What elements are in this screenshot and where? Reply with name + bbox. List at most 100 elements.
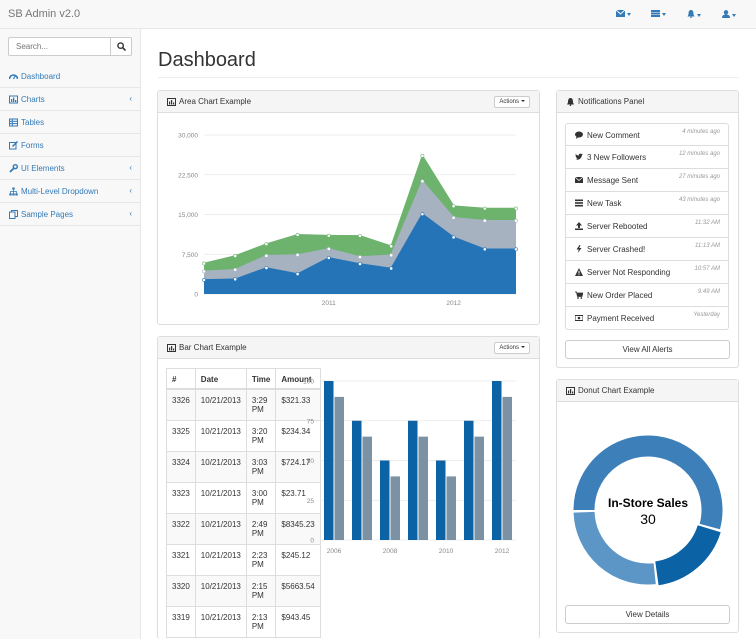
search-button[interactable] — [110, 37, 132, 56]
sidebar-item-label: Forms — [21, 141, 44, 150]
panel-heading: Area Chart Example Actions — [158, 91, 539, 113]
bar — [324, 381, 334, 540]
sidebar-item-multi-level-dropdown[interactable]: Multi-Level Dropdown ‹ — [0, 180, 140, 203]
cell-id: 3322 — [166, 513, 196, 545]
cell-time: 3:29 PM — [245, 388, 277, 421]
sidebar-item-dashboard[interactable]: Dashboard — [0, 65, 140, 88]
sidebar-item-label: Tables — [21, 118, 45, 127]
area-point — [451, 215, 456, 220]
cell-date: 10/21/2013 — [194, 451, 247, 483]
alerts-dropdown[interactable] — [687, 10, 705, 20]
notification-label: Server Crashed! — [587, 245, 646, 254]
area-point — [514, 247, 518, 252]
donut-segment — [654, 524, 721, 586]
user-dropdown[interactable] — [722, 10, 740, 20]
area-point — [202, 277, 206, 282]
notification-time: Yesterday — [693, 312, 720, 318]
cell-id: 3320 — [166, 575, 196, 607]
notification-item[interactable]: Server Not Responding 10:57 AM — [565, 261, 729, 284]
bar-chart: 0 25 50 75 100 2006 2008 2010 2012 — [303, 379, 516, 555]
bar — [502, 396, 512, 540]
sitemap-icon — [9, 187, 18, 196]
area-point — [326, 233, 331, 238]
area-point — [326, 246, 331, 251]
cell-date: 10/21/2013 — [194, 606, 247, 638]
cell-id: 3326 — [166, 388, 196, 421]
sidebar-item-label: Sample Pages — [21, 210, 74, 219]
area-point — [482, 218, 487, 223]
warning-icon — [575, 268, 583, 276]
area-point — [202, 269, 206, 274]
bar — [390, 476, 400, 540]
chevron-left-icon: ‹ — [129, 186, 132, 195]
tasks-icon — [575, 199, 583, 207]
area-point — [233, 277, 238, 282]
sidebar-item-sample-pages[interactable]: Sample Pages ‹ — [0, 203, 140, 226]
area-point — [420, 153, 425, 158]
area-point — [482, 247, 487, 252]
area-point — [295, 253, 300, 257]
area-point — [326, 256, 331, 260]
tasks-dropdown[interactable] — [651, 10, 669, 20]
notification-item[interactable]: Server Rebooted 11:32 AM — [565, 215, 729, 238]
x-tick-label: 2006 — [327, 548, 342, 555]
area-point — [295, 272, 300, 276]
cell-date: 10/21/2013 — [194, 388, 247, 421]
tasks-icon — [651, 10, 660, 17]
cell-amount: $234.34 — [275, 420, 321, 452]
donut-segment — [573, 511, 656, 585]
y-tick-label: 15,000 — [178, 212, 198, 219]
view-all-alerts-button[interactable]: View All Alerts — [565, 340, 730, 359]
y-tick-label: 0 — [194, 292, 198, 299]
donut-segment — [573, 435, 723, 530]
actions-dropdown[interactable]: Actions — [494, 96, 530, 108]
notification-item[interactable]: Payment Received Yesterday — [565, 307, 729, 330]
area-point — [482, 206, 487, 211]
table-row: 3320 10/21/2013 2:15 PM $5663.54 — [166, 575, 321, 607]
files-icon — [9, 210, 18, 219]
actions-label: Actions — [499, 345, 519, 351]
cell-date: 10/21/2013 — [194, 544, 247, 576]
table-icon — [9, 118, 18, 127]
transactions-table: # Date Time Amount 3326 10/21/2013 3:29 PM… — [166, 368, 321, 638]
area-point — [451, 204, 456, 208]
x-tick-label: 2012 — [446, 300, 461, 307]
brand-title[interactable]: SB Admin v2.0 — [8, 8, 81, 20]
area-point — [451, 235, 456, 240]
notifications-panel: Notifications Panel New Comment 4 minute… — [556, 90, 739, 368]
search-input[interactable] — [8, 37, 111, 56]
bar — [418, 436, 428, 540]
area-point — [233, 254, 238, 258]
actions-dropdown[interactable]: Actions — [494, 342, 530, 354]
donut-label: In-Store Sales — [608, 496, 688, 510]
table-row: 3325 10/21/2013 3:20 PM $234.34 — [166, 420, 321, 452]
view-details-button[interactable]: View Details — [565, 605, 730, 624]
title-divider — [158, 77, 739, 78]
bar — [474, 436, 484, 540]
chevron-left-icon: ‹ — [129, 209, 132, 218]
area-point — [295, 232, 300, 237]
table-row: 3326 10/21/2013 3:29 PM $321.33 — [166, 388, 321, 421]
panel-heading: Bar Chart Example Actions — [158, 337, 539, 359]
sidebar-item-charts[interactable]: Charts ‹ — [0, 88, 140, 111]
notification-item[interactable]: New Task 43 minutes ago — [565, 192, 729, 215]
sidebar-item-ui-elements[interactable]: UI Elements ‹ — [0, 157, 140, 180]
bell-icon — [567, 98, 574, 106]
bar — [446, 476, 456, 540]
cell-date: 10/21/2013 — [194, 482, 247, 514]
messages-dropdown[interactable] — [615, 9, 634, 20]
notification-item[interactable]: New Order Placed 9:49 AM — [565, 284, 729, 307]
notification-item[interactable]: New Comment 4 minutes ago — [565, 123, 729, 146]
area-point — [358, 233, 362, 238]
notification-item[interactable]: 3 New Followers 12 minutes ago — [565, 146, 729, 169]
x-tick-label: 2011 — [322, 300, 336, 307]
cell-amount: $8345.23 — [275, 513, 321, 545]
sidebar-item-forms[interactable]: Forms — [0, 134, 140, 157]
cell-id: 3325 — [166, 420, 196, 452]
panel-title: Area Chart Example — [179, 97, 252, 106]
user-icon — [722, 10, 730, 18]
notification-item[interactable]: Message Sent 27 minutes ago — [565, 169, 729, 192]
bar — [464, 420, 474, 540]
notification-item[interactable]: Server Crashed! 11:13 AM — [565, 238, 729, 261]
sidebar-item-tables[interactable]: Tables — [0, 111, 140, 134]
